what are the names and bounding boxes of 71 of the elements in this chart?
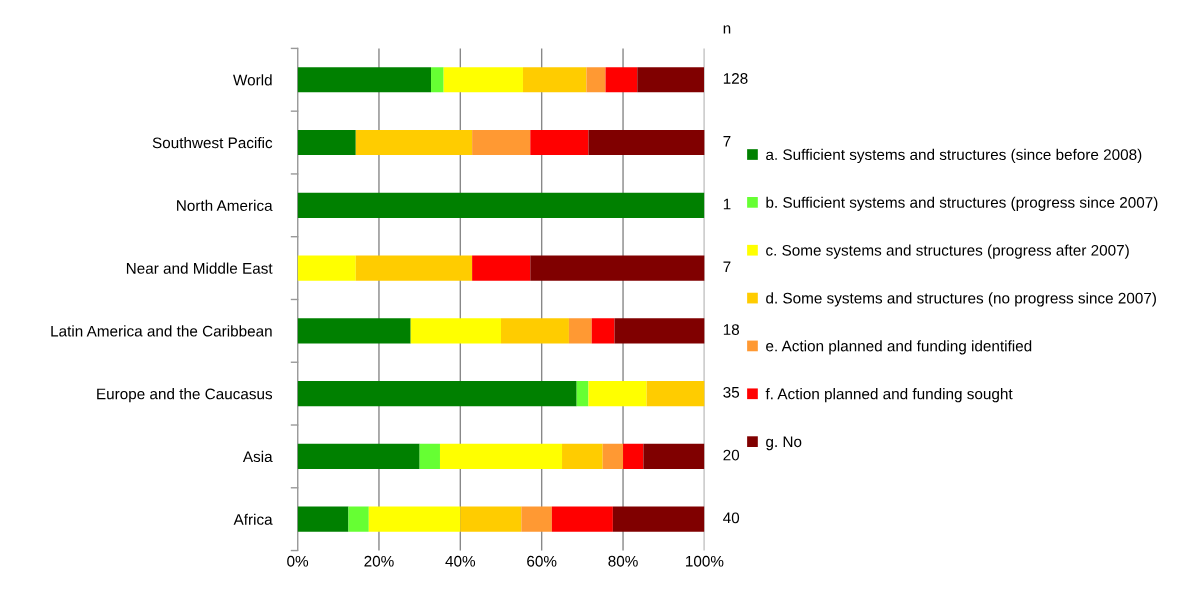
bar	[297, 443, 420, 469]
bar	[562, 443, 603, 469]
bar	[521, 506, 552, 532]
legend-label: c. Some systems and structures (progress after 2007)	[766, 244, 1129, 259]
y-tick-label: Asia	[242, 450, 273, 463]
bar	[410, 318, 501, 344]
bar	[431, 67, 444, 93]
legend-label: g. No	[766, 436, 802, 451]
y-tick-label: Near and Middle East	[126, 262, 273, 274]
bar	[576, 381, 589, 407]
y-tick-label: Europe and the Caucasus	[97, 388, 273, 403]
legend-label: a. Sufficient systems and structures (since before 2008)	[766, 148, 1142, 164]
bar	[439, 443, 563, 469]
text: 40	[723, 512, 740, 524]
x-tick-label: 60%	[527, 555, 557, 567]
bar	[605, 67, 638, 93]
bar	[551, 506, 613, 532]
bar	[472, 255, 531, 281]
bar	[297, 130, 356, 156]
text: 1	[723, 198, 731, 210]
bar	[568, 318, 592, 344]
text: 20	[723, 449, 740, 461]
bar	[368, 506, 461, 532]
bar	[355, 130, 473, 156]
legend-label: b. Sufficient systems and structures (progress since 2007)	[766, 196, 1158, 211]
bar	[443, 67, 523, 93]
bar	[297, 381, 577, 407]
x-tick-label: 40%	[445, 555, 476, 567]
bar	[297, 67, 432, 93]
text: n	[723, 25, 731, 34]
bar	[460, 506, 522, 532]
y-tick-label: Latin America and the Caribbean	[51, 325, 272, 337]
bar	[522, 67, 587, 93]
bar	[623, 443, 644, 469]
legend-label: f. Action planned and funding sought	[765, 388, 1013, 403]
bar	[588, 130, 705, 156]
bar	[614, 318, 705, 344]
x-tick-label: 100%	[686, 555, 724, 567]
bar	[530, 255, 705, 281]
bar	[348, 506, 369, 532]
bar	[297, 192, 705, 218]
bar	[602, 443, 624, 469]
bar	[530, 130, 589, 156]
text: 7	[723, 261, 731, 273]
bar	[643, 443, 705, 469]
text: 18	[723, 324, 740, 335]
x-tick-label: 0%	[287, 555, 309, 567]
text: 7	[723, 135, 731, 147]
bar	[637, 67, 704, 93]
bar	[501, 318, 569, 344]
legend-label: d. Some systems and structures (no progress since 2007)	[766, 292, 1156, 307]
bar	[297, 318, 411, 344]
text: 128	[723, 73, 748, 84]
y-tick-label: Southwest Pacific	[152, 137, 273, 149]
x-tick-label: 80%	[608, 555, 638, 567]
bar	[646, 381, 705, 407]
bar	[297, 255, 356, 281]
text: 35	[723, 386, 740, 398]
bar	[355, 255, 473, 281]
bar	[419, 443, 440, 469]
bar	[588, 381, 647, 407]
bar	[297, 506, 349, 532]
y-tick-label: North America	[177, 199, 273, 212]
y-tick-label: World	[233, 74, 272, 86]
x-tick-label: 20%	[364, 555, 394, 567]
bar	[612, 506, 705, 532]
bar	[591, 318, 615, 344]
bar	[586, 67, 606, 93]
legend-label: e. Action planned and funding identified	[766, 340, 1032, 355]
bar	[472, 130, 531, 156]
y-tick-label: Africa	[233, 513, 273, 525]
